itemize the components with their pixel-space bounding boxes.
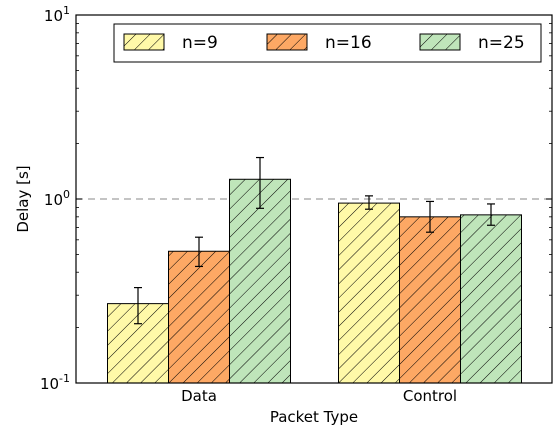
legend-swatch-n16-hatch [267,34,307,50]
y-tick-label-2: 101 [44,4,70,25]
legend-swatch-n9-hatch [124,34,164,50]
y-tick-label-exponent-1: 0 [63,188,70,201]
bar-hatch-n9-control [338,203,400,383]
legend-swatch-n25-hatch [420,34,460,50]
x-axis-label: Packet Type [270,408,358,426]
y-tick-label-exponent-0: -1 [59,372,70,385]
legend-box [113,23,542,63]
y-axis-label: Delay [s] [14,165,32,232]
bars-group [107,178,522,384]
y-tick-label-1: 100 [44,188,70,209]
y-tick-label-base-0: 10 [40,375,59,393]
bar-hatch-n16-data [168,251,230,383]
legend: n=9 n=16 n=25 [113,23,542,63]
x-tick-label-control: Control [403,387,457,405]
bar-hatch-n16-control [399,216,461,383]
y-tick-label-base-1: 10 [44,191,63,209]
y-tick-label-exponent-2: 1 [63,4,70,17]
x-tick-label-data: Data [181,387,217,405]
y-tick-label-base-2: 10 [44,7,63,25]
y-tick-label-0: 10-1 [40,372,70,393]
error-bars-group [134,156,495,325]
legend-label-n16: n=16 [325,33,372,53]
legend-label-n9: n=9 [182,33,218,53]
legend-label-n25: n=25 [478,33,525,53]
bar-hatch-n25-control [460,214,522,383]
bar-hatch-n25-data [229,179,291,383]
